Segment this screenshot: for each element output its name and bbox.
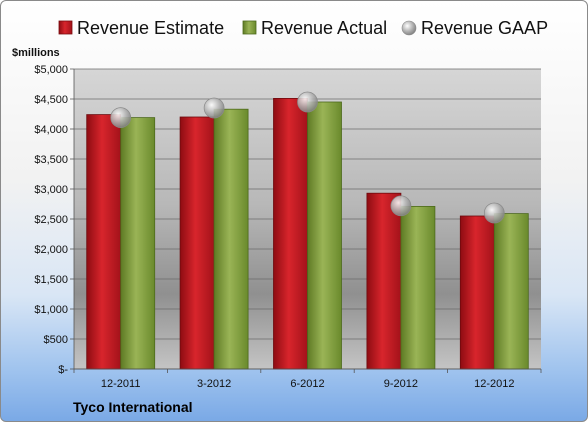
gaap-markers bbox=[110, 91, 505, 224]
legend-item-estimate: Revenue Estimate bbox=[58, 18, 224, 38]
bar-revenue-actual bbox=[400, 205, 436, 370]
company-name: Tyco International bbox=[73, 399, 193, 415]
marker-revenue-gaap bbox=[483, 202, 505, 224]
legend-swatch-estimate bbox=[58, 20, 73, 35]
y-tick-label: $4,500 bbox=[34, 94, 68, 106]
x-tick-label: 12-2011 bbox=[101, 378, 141, 390]
legend-label-gaap: Revenue GAAP bbox=[421, 18, 548, 38]
bar-revenue-actual bbox=[493, 213, 529, 370]
legend-label-actual: Revenue Actual bbox=[261, 18, 387, 38]
marker-revenue-gaap bbox=[203, 97, 225, 119]
x-axis: 12-2011 3-2012 6-2012 9-2012 12-2012 bbox=[73, 368, 542, 390]
bar-revenue-estimate bbox=[366, 192, 402, 370]
marker-revenue-gaap bbox=[390, 195, 412, 217]
legend-item-gaap: Revenue GAAP bbox=[401, 18, 548, 38]
legend-label-estimate: Revenue Estimate bbox=[77, 18, 224, 38]
bar-revenue-estimate bbox=[179, 116, 215, 370]
y-axis-unit-label: $millions bbox=[12, 47, 60, 59]
legend-marker-gaap bbox=[401, 20, 417, 36]
x-tick-label: 12-2012 bbox=[474, 378, 514, 390]
bar-revenue-actual bbox=[213, 108, 249, 370]
y-axis: $- $500 $1,000 $1,500 $2,000 $2,500 $3,000 $3,5… bbox=[34, 64, 75, 376]
bar-revenue-estimate bbox=[86, 114, 122, 370]
bar-revenue-actual bbox=[120, 117, 156, 370]
x-tick-label: 6-2012 bbox=[290, 378, 324, 390]
marker-revenue-gaap bbox=[297, 91, 318, 113]
y-tick-label: $4,000 bbox=[34, 124, 68, 136]
bar-revenue-actual bbox=[307, 101, 342, 370]
legend-item-actual: Revenue Actual bbox=[242, 18, 387, 38]
y-tick-label: $500 bbox=[44, 334, 68, 346]
y-tick-label: $1,500 bbox=[34, 274, 68, 286]
bars bbox=[86, 98, 529, 370]
marker-revenue-gaap bbox=[110, 107, 132, 128]
y-tick-label: $3,000 bbox=[34, 184, 68, 196]
y-tick-label: $3,500 bbox=[34, 154, 68, 166]
bar-revenue-estimate bbox=[273, 98, 308, 370]
legend: Revenue Estimate Revenue Actual Revenue … bbox=[58, 18, 548, 38]
y-tick-label: $- bbox=[58, 364, 68, 376]
x-tick-label: 3-2012 bbox=[197, 378, 231, 390]
legend-swatch-actual bbox=[242, 20, 257, 35]
y-tick-label: $2,000 bbox=[34, 244, 68, 256]
y-tick-label: $2,500 bbox=[34, 214, 68, 226]
bar-revenue-estimate bbox=[459, 215, 495, 370]
x-tick-label: 9-2012 bbox=[384, 378, 418, 390]
y-tick-label: $1,000 bbox=[34, 304, 68, 316]
y-tick-label: $5,000 bbox=[34, 64, 68, 76]
